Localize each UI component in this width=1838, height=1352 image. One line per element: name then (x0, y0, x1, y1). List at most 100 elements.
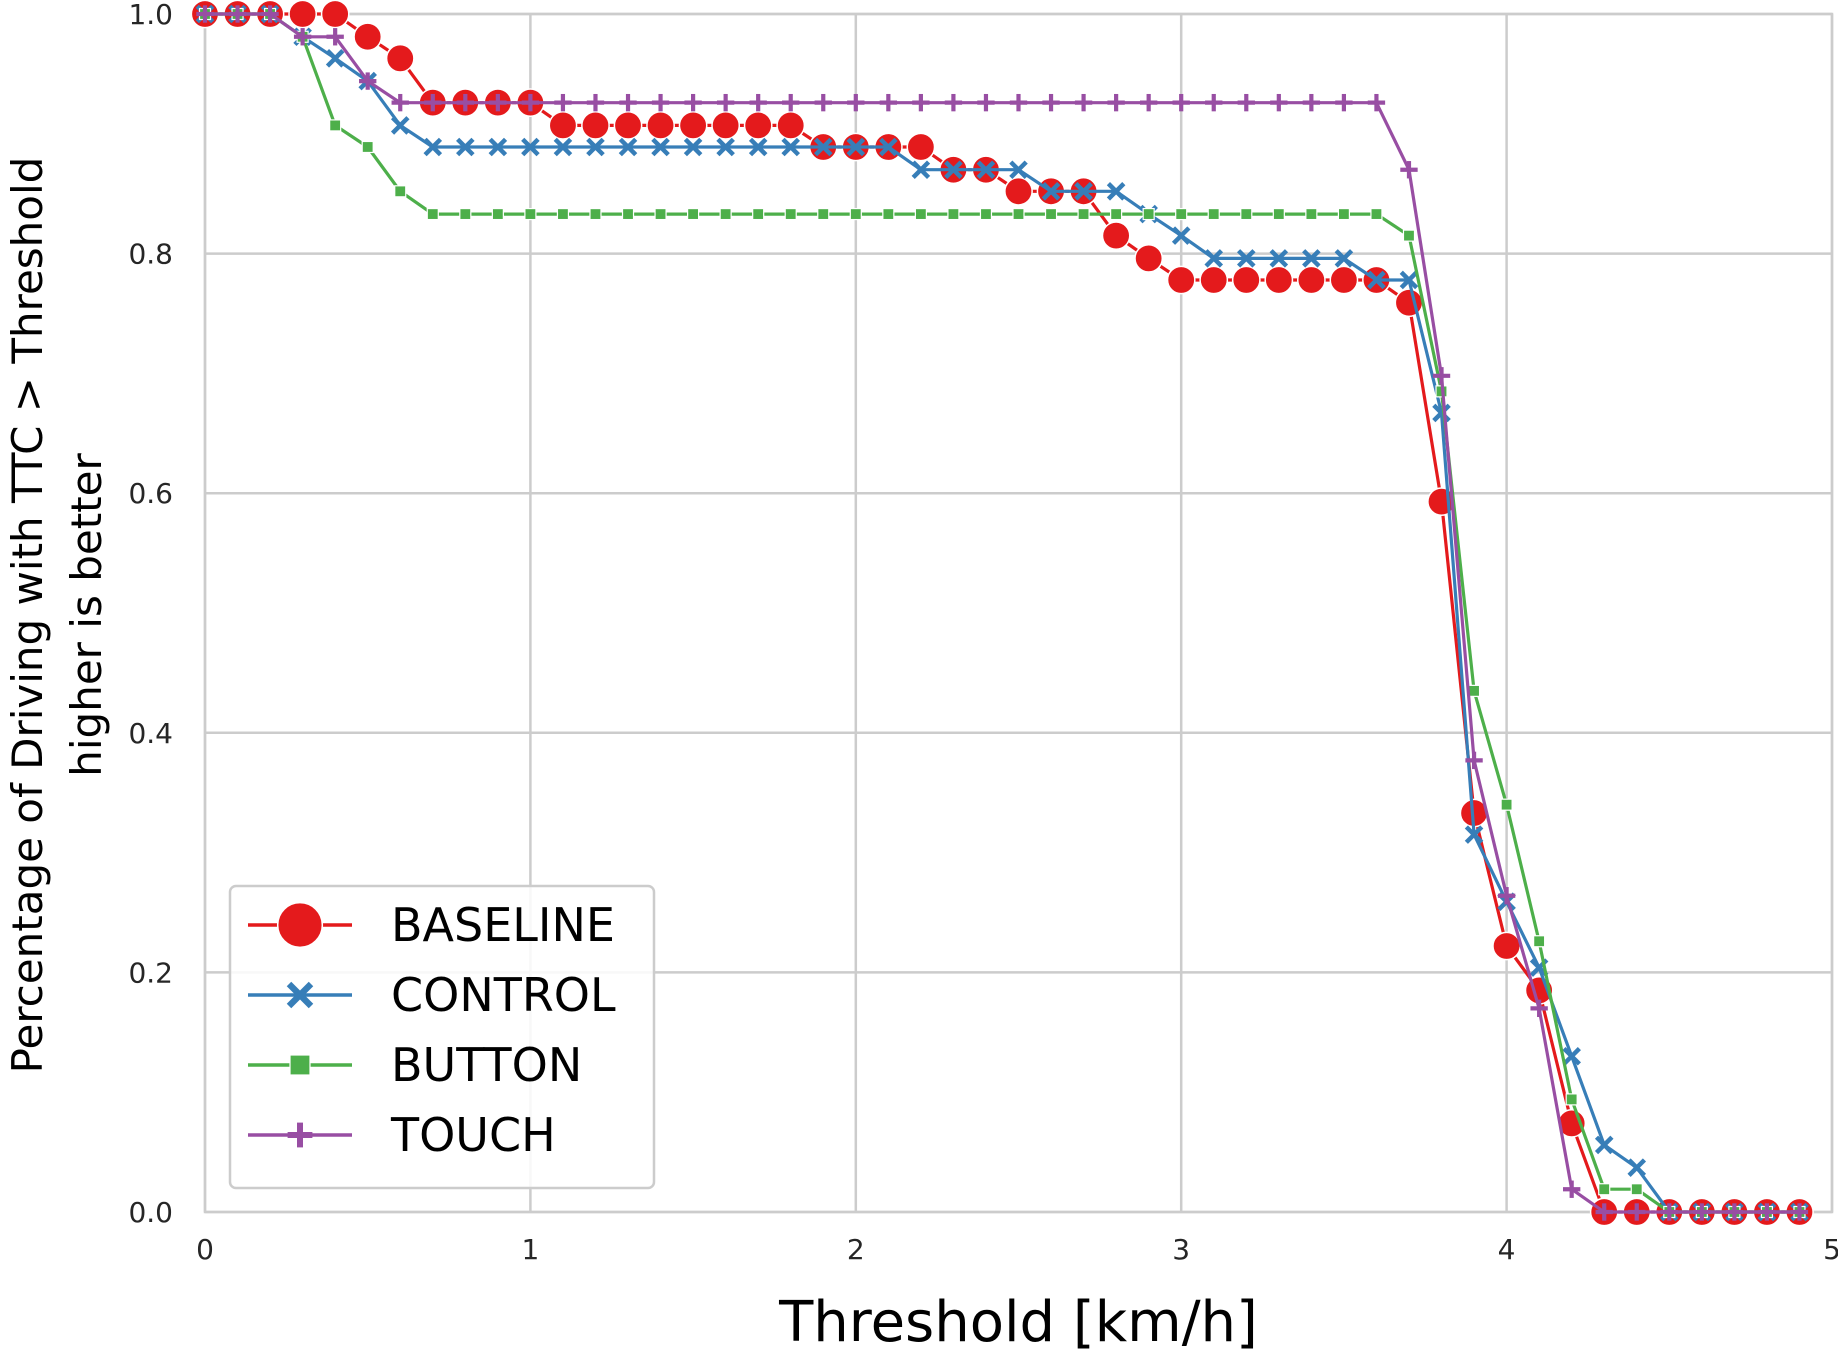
data-point-touch (1367, 93, 1386, 112)
data-point-control (748, 137, 768, 157)
data-point-control (488, 137, 508, 157)
data-point-touch (1563, 1180, 1581, 1198)
data-point-control (1594, 1135, 1614, 1155)
data-point-control (716, 137, 735, 157)
data-point-control (846, 137, 866, 157)
data-point-touch (1205, 93, 1223, 112)
data-point-touch (1335, 93, 1353, 112)
data-point-baseline (906, 132, 936, 162)
data-point-touch (814, 93, 832, 112)
data-point-baseline (1296, 265, 1326, 295)
data-point-button (556, 207, 570, 221)
data-point-button (1370, 207, 1383, 221)
data-point-control (456, 137, 475, 157)
data-point-baseline (1231, 265, 1261, 295)
data-point-control (1009, 160, 1028, 180)
data-point-touch (521, 93, 540, 112)
data-point-touch (1530, 999, 1548, 1018)
data-point-touch (977, 93, 995, 112)
data-point-control (911, 160, 931, 180)
data-point-touch (1465, 751, 1483, 770)
data-point-button (686, 207, 700, 221)
legend-label-touch: TOUCH (390, 1108, 556, 1162)
data-point-baseline (711, 111, 741, 140)
data-point-touch (1107, 93, 1125, 112)
y-tick-label: 0.6 (128, 477, 173, 510)
data-point-touch (1302, 93, 1321, 112)
data-point-baseline (288, 0, 318, 29)
legend-label-baseline: BASELINE (391, 898, 615, 952)
data-point-control (553, 137, 573, 157)
data-point-button (1305, 207, 1318, 221)
data-point-button (1467, 684, 1481, 697)
data-point-baseline (320, 0, 350, 29)
data-point-button (589, 207, 602, 221)
data-point-button (1044, 207, 1058, 221)
data-point-touch (1009, 93, 1028, 112)
data-point-touch (847, 93, 865, 112)
data-point-touch (1139, 93, 1158, 112)
data-point-button (459, 207, 472, 221)
y-tick-label: 0.4 (128, 717, 173, 750)
data-point-touch (1270, 93, 1288, 112)
x-tick-label: 5 (1823, 1233, 1838, 1266)
data-point-touch (424, 93, 442, 112)
data-point-control (1302, 249, 1321, 268)
y-tick-label: 0.2 (128, 956, 173, 989)
x-tick-labels: 0 1 2 3 4 5 (196, 1233, 1838, 1266)
data-point-button (979, 207, 993, 221)
data-point-button (1110, 207, 1123, 221)
data-point-control (1171, 226, 1191, 245)
series-control (195, 4, 1809, 1222)
legend-item-control: CONTROL (248, 968, 616, 1022)
data-point-button (1240, 207, 1253, 221)
data-point-control (1074, 182, 1093, 201)
data-point-control (1562, 1046, 1581, 1066)
data-point-touch (651, 93, 670, 112)
series-touch (196, 5, 1809, 1221)
legend-item-baseline: BASELINE (248, 898, 615, 952)
data-point-button (752, 207, 765, 221)
legend-item-button: BUTTON (248, 1038, 582, 1092)
data-point-button (784, 207, 797, 221)
data-point-button (361, 140, 374, 154)
y-tick-labels: 0.0 0.2 0.4 0.6 0.8 1.0 (128, 0, 173, 1229)
data-point-touch (1693, 1203, 1711, 1221)
data-point-baseline (1134, 244, 1164, 273)
data-point-touch (261, 5, 279, 23)
x-tick-label: 3 (1172, 1233, 1190, 1266)
data-point-touch (1497, 887, 1516, 905)
data-point-touch (586, 93, 605, 112)
data-point-touch (879, 93, 898, 112)
series-line-control (205, 12, 1800, 1214)
data-point-touch (228, 5, 247, 23)
y-tick-label: 1.0 (128, 0, 173, 31)
data-point-touch (554, 93, 572, 112)
data-point-control (1627, 1158, 1647, 1177)
data-point-control (813, 137, 833, 157)
data-point-control (879, 137, 898, 157)
data-point-baseline (743, 111, 773, 140)
data-point-control (1367, 270, 1386, 290)
data-point-button (1565, 1093, 1578, 1106)
data-point-button (1500, 798, 1513, 811)
data-point-baseline (1004, 176, 1033, 206)
data-point-button (1272, 207, 1285, 221)
data-point-touch (293, 28, 312, 46)
data-point-control (976, 160, 996, 180)
data-point-control (1334, 249, 1354, 268)
data-point-baseline (353, 22, 383, 52)
data-point-button (1337, 207, 1351, 221)
data-point-touch (944, 93, 963, 112)
data-point-button (947, 207, 960, 221)
data-point-touch (782, 93, 800, 112)
data-point-baseline (678, 111, 708, 140)
data-point-baseline (581, 111, 610, 140)
x-tick-label: 1 (521, 1233, 539, 1266)
x-tick-label: 0 (196, 1233, 214, 1266)
data-point-button (426, 207, 439, 221)
data-point-button (719, 207, 732, 221)
data-point-control (1204, 249, 1224, 268)
data-point-touch (684, 93, 702, 112)
data-point-touch (1432, 367, 1451, 385)
